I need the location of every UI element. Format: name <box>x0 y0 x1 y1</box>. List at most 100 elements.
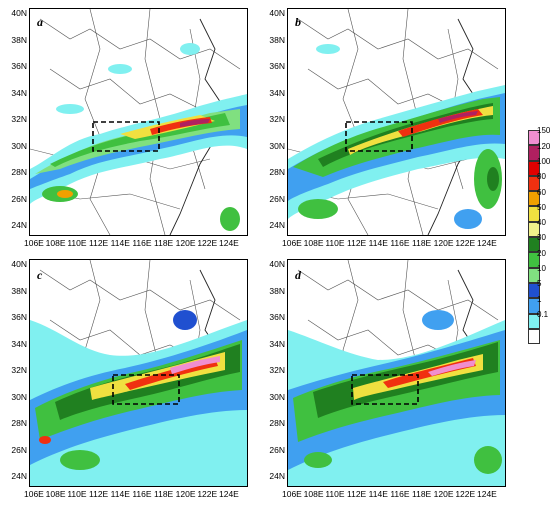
colorbar-level-label: 20 <box>537 248 546 258</box>
lat-tick-label: 34N <box>269 87 285 98</box>
colorbar-segment <box>528 206 540 222</box>
precip-field-d <box>288 260 505 486</box>
panel-label-c: c <box>37 268 43 282</box>
colorbar-segment <box>528 175 540 192</box>
lon-tick-label: 122E <box>455 238 476 248</box>
colorbar-segment <box>528 145 540 161</box>
lat-tick-label: 36N <box>269 61 285 71</box>
lat-tick-label: 40N <box>11 8 27 18</box>
lon-tick-label: 110E <box>67 238 87 248</box>
lon-tick-label: 116E <box>132 238 152 248</box>
colorbar-segment <box>528 328 540 345</box>
lon-tick-label: 118E <box>412 489 432 499</box>
lat-tick-label: 30N <box>11 391 27 402</box>
lon-tick-label: 118E <box>412 238 432 248</box>
lon-tick-label: 118E <box>154 489 174 499</box>
lat-tick-label: 38N <box>269 285 285 296</box>
lat-tick-label: 34N <box>11 338 27 349</box>
colorbar-level-label: 40 <box>537 218 546 228</box>
colorbar-level-label: 50 <box>537 202 546 212</box>
lat-tick-label: 34N <box>269 338 285 349</box>
lon-tick-label: 114E <box>368 238 388 248</box>
lat-tick-label: 32N <box>11 114 27 124</box>
lon-tick-label: 116E <box>132 489 152 499</box>
lon-tick-label: 112E <box>89 489 109 499</box>
lat-tick-label: 40N <box>11 259 27 269</box>
lon-tick-label: 120E <box>175 489 196 499</box>
lon-tick-label: 122E <box>455 489 476 499</box>
lon-tick-label: 124E <box>477 238 497 248</box>
colorbar-segment <box>528 282 540 299</box>
lat-tick-label: 26N <box>269 444 285 455</box>
lon-tick-label: 106E <box>282 489 302 499</box>
lat-tick-label: 32N <box>269 114 285 124</box>
colorbar-level-label: 1 <box>537 294 542 304</box>
lon-tick-label: 122E <box>197 238 218 248</box>
lon-tick-label: 124E <box>477 489 497 499</box>
lon-tick-label: 114E <box>110 489 130 499</box>
lat-tick-label: 28N <box>11 418 27 428</box>
panel-label-a: a <box>37 15 43 29</box>
colorbar-segment <box>528 298 540 314</box>
colorbar-level-label: 80 <box>537 172 546 182</box>
lon-tick-label: 120E <box>175 238 196 248</box>
lat-tick-label: 36N <box>11 312 27 322</box>
lon-tick-label: 114E <box>368 489 388 499</box>
lat-tick-label: 28N <box>11 167 27 177</box>
precip-field-c <box>30 260 247 486</box>
map-frame-d <box>287 259 506 487</box>
lon-tick-label: 108E <box>303 238 324 248</box>
panel-label-d: d <box>295 268 301 282</box>
lat-tick-label: 26N <box>11 193 27 204</box>
colorbar-level-label: 0.1 <box>537 309 549 319</box>
lat-tick-label: 38N <box>11 34 27 45</box>
lon-tick-label: 106E <box>24 238 44 248</box>
colorbar-segment <box>528 221 540 238</box>
map-frame-a <box>29 8 248 236</box>
colorbar-segment <box>528 252 540 268</box>
lat-tick-label: 32N <box>269 365 285 375</box>
colorbar-level-label: 150 <box>537 126 550 136</box>
lat-tick-label: 24N <box>11 471 27 481</box>
lat-tick-label: 30N <box>269 140 285 151</box>
precip-field-b <box>288 9 505 235</box>
lat-tick-label: 24N <box>11 220 27 230</box>
colorbar-segment <box>528 160 540 176</box>
colorbar-level-label: 60 <box>537 187 546 197</box>
lon-tick-label: 110E <box>325 238 345 248</box>
lat-tick-label: 26N <box>11 444 27 455</box>
colorbar-segment <box>528 313 540 329</box>
colorbar-segment <box>528 130 540 146</box>
colorbar <box>528 130 540 345</box>
lat-tick-label: 36N <box>11 61 27 71</box>
map-frame-c <box>29 259 248 487</box>
colorbar-level-label: 100 <box>537 156 550 166</box>
colorbar-level-label: 5 <box>537 279 542 289</box>
lon-tick-label: 116E <box>390 238 410 248</box>
lon-tick-label: 118E <box>154 238 174 248</box>
lon-tick-label: 110E <box>325 489 345 499</box>
lat-tick-label: 28N <box>269 167 285 177</box>
colorbar-segment <box>528 191 540 207</box>
lat-tick-label: 30N <box>269 391 285 402</box>
colorbar-segment <box>528 237 540 253</box>
lat-tick-label: 26N <box>269 193 285 204</box>
lon-tick-label: 106E <box>24 489 44 499</box>
lat-tick-label: 38N <box>11 285 27 296</box>
colorbar-level-label: 120 <box>537 141 550 151</box>
lat-tick-label: 28N <box>269 418 285 428</box>
lon-tick-label: 122E <box>197 489 218 499</box>
lon-tick-label: 106E <box>282 238 302 248</box>
lat-tick-label: 24N <box>269 220 285 230</box>
lon-tick-label: 124E <box>219 489 239 499</box>
lon-tick-label: 112E <box>89 238 109 248</box>
lat-tick-label: 38N <box>269 34 285 45</box>
colorbar-level-label: 10 <box>537 264 546 273</box>
lat-tick-label: 40N <box>269 8 285 18</box>
lon-tick-label: 112E <box>347 238 367 248</box>
lat-tick-label: 24N <box>269 471 285 481</box>
lon-tick-label: 114E <box>110 238 130 248</box>
lon-tick-label: 124E <box>219 238 239 248</box>
lon-tick-label: 110E <box>67 489 87 499</box>
map-frame-b <box>287 8 506 236</box>
